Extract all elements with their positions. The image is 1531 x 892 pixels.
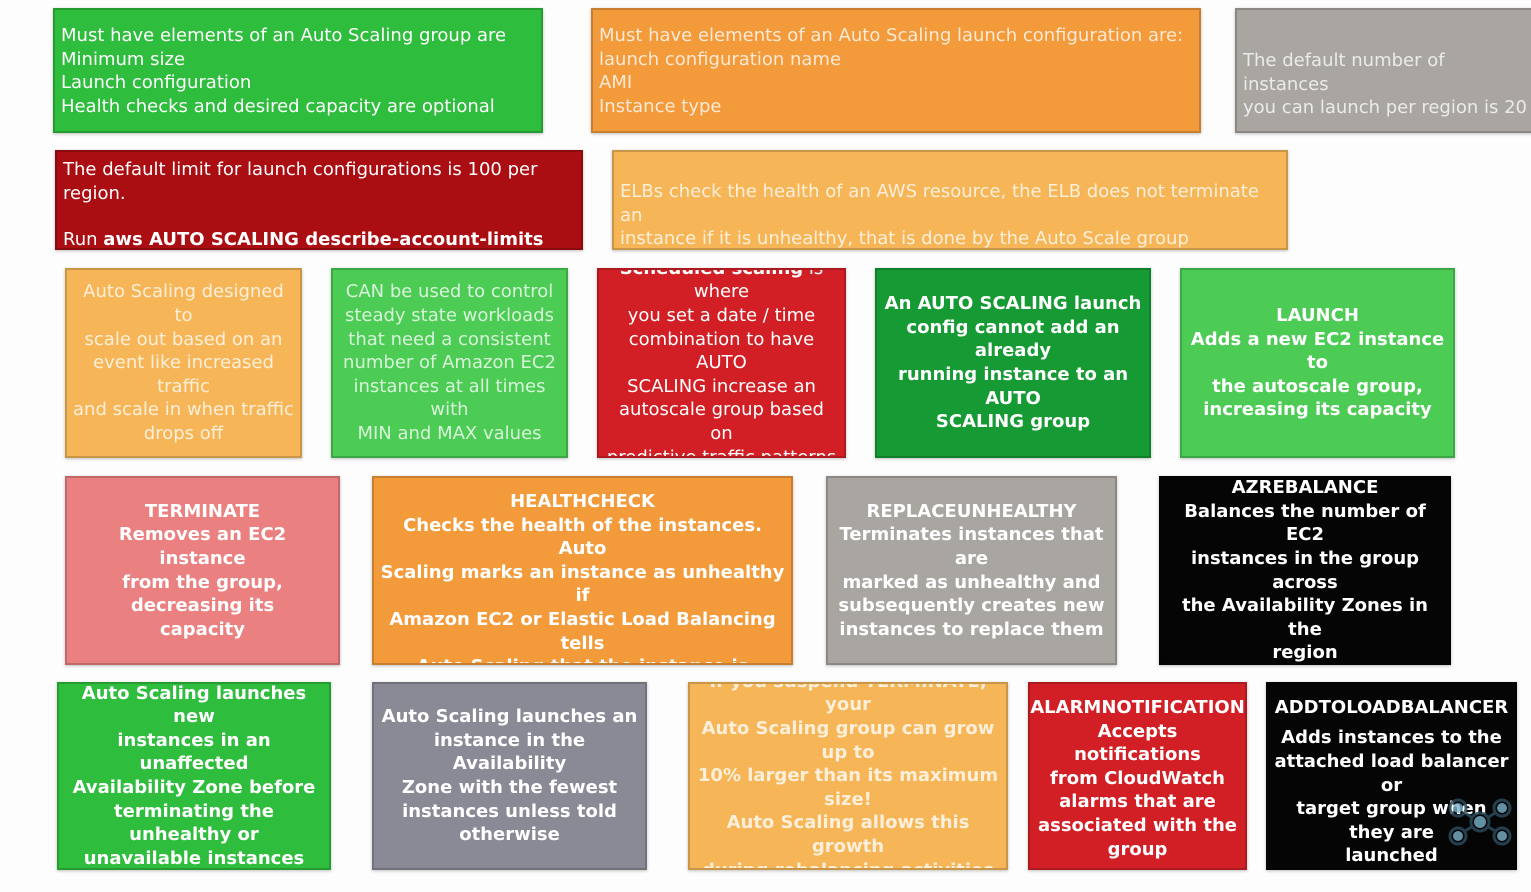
network-logo-icon	[1448, 798, 1512, 846]
fewest-instances-az-card: Auto Scaling launches an instance in the…	[372, 682, 647, 870]
card-title: TERMINATE	[144, 500, 261, 522]
launch-config-restriction-card: An AUTO SCALING launch config cannot add…	[875, 268, 1151, 458]
card-title: AZREBALANCE	[1231, 477, 1379, 499]
card-text: Auto Scaling launches new instances in a…	[72, 682, 316, 869]
terminate-process-card: TERMINATE Removes an EC2 instance from t…	[65, 476, 340, 665]
card-text: Accepts notifications from CloudWatch al…	[1037, 720, 1237, 860]
card-text: Checks the health of the instances. Auto…	[380, 514, 785, 663]
card-text: The default number of instances you can …	[1243, 50, 1528, 118]
card-title: REPLACEUNHEALTHY	[866, 500, 1077, 522]
suspend-terminate-card: If you suspend TERMINATE, your Auto Scal…	[688, 682, 1008, 870]
card-line-1: The default limit for launch configurati…	[63, 159, 538, 204]
healthcheck-process-card: HEALTHCHECK Checks the health of the ins…	[372, 476, 793, 665]
card-text: Auto Scaling launches an instance in the…	[381, 706, 638, 846]
card-text: Auto Scaling designed to scale out based…	[73, 281, 294, 444]
asg-required-elements-card: Must have elements of an Auto Scaling gr…	[53, 8, 543, 133]
card-title: LAUNCH	[1276, 305, 1359, 327]
card-text: Must have elements of an Auto Scaling la…	[599, 25, 1184, 117]
azrebalance-process-card: AZREBALANCE Balances the number of EC2 i…	[1159, 476, 1451, 665]
card-text: Removes an EC2 instance from the group, …	[118, 524, 287, 640]
scheduled-scaling-desc: is where you set a date / time combinati…	[606, 268, 837, 458]
card-text: Scheduled scaling is where you set a dat…	[605, 268, 838, 458]
card-text: Must have elements of an Auto Scaling gr…	[61, 25, 507, 117]
card-text: ELBs check the health of an AWS resource…	[620, 181, 1259, 249]
launch-process-card: LAUNCH Adds a new EC2 instance to the au…	[1180, 268, 1455, 458]
card-title: ALARMNOTIFICATION	[1030, 697, 1245, 718]
card-text: Balances the number of EC2 instances in …	[1182, 500, 1428, 664]
scale-out-in-card: Auto Scaling designed to scale out based…	[65, 268, 302, 458]
card-title: ADDTOLOADBALANCER	[1274, 697, 1509, 718]
run-label: Run	[63, 229, 104, 250]
steady-state-card: CAN be used to control steady state work…	[331, 268, 568, 458]
default-instance-limit-card: The default number of instances you can …	[1235, 8, 1531, 133]
scheduled-scaling-card: Scheduled scaling is where you set a dat…	[597, 268, 846, 458]
scheduled-scaling-term: Scheduled scaling	[619, 268, 804, 279]
elb-health-check-card: ELBs check the health of an AWS resource…	[612, 150, 1288, 250]
unaffected-az-card: Auto Scaling launches new instances in a…	[57, 682, 331, 870]
launch-config-required-elements-card: Must have elements of an Auto Scaling la…	[591, 8, 1201, 133]
card-title: HEALTHCHECK	[510, 491, 655, 512]
card-text: An AUTO SCALING launch config cannot add…	[884, 293, 1142, 433]
alarmnotification-process-card: ALARMNOTIFICATION Accepts notifications …	[1028, 682, 1247, 870]
replaceunhealthy-process-card: REPLACEUNHEALTHY Terminates instances th…	[826, 476, 1117, 665]
launch-config-limit-card: The default limit for launch configurati…	[55, 150, 583, 250]
card-text: Terminates instances that are marked as …	[838, 524, 1105, 640]
card-text: CAN be used to control steady state work…	[343, 281, 556, 444]
card-spacer	[63, 205, 575, 228]
command-line: Run aws AUTO SCALING describe-account-li…	[63, 228, 575, 250]
card-text: If you suspend TERMINATE, your Auto Scal…	[697, 684, 999, 868]
command-text: aws AUTO SCALING describe-account-limits	[103, 229, 544, 250]
card-text: Adds a new EC2 instance to the autoscale…	[1190, 328, 1445, 421]
